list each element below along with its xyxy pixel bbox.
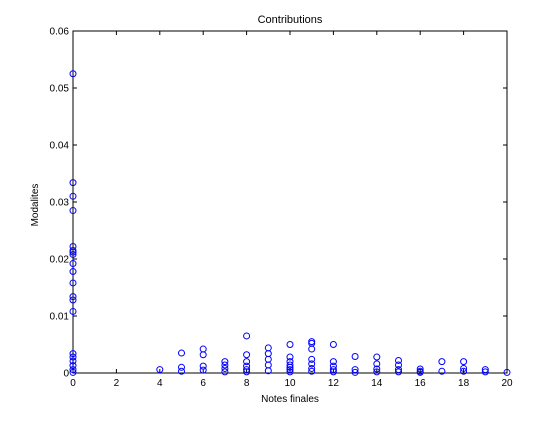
data-point [416,368,424,376]
data-point [286,363,294,371]
data-point [69,350,77,358]
x-tick-label: 20 [501,378,513,389]
data-point [243,368,251,376]
data-point [69,192,77,200]
data-point [329,366,337,374]
data-point [69,279,77,287]
x-tick-label: 10 [284,378,296,389]
data-point [156,366,164,374]
y-tick-label: 0.06 [50,27,70,38]
data-point [395,368,402,376]
data-point [69,296,77,304]
y-tick-label: 0.04 [50,141,70,152]
data-point [69,268,77,276]
data-points [69,70,511,376]
data-point [329,368,337,376]
data-point [329,358,337,366]
data-point [221,364,229,372]
x-tick-label: 2 [114,378,120,389]
x-tick-label: 14 [371,378,383,389]
data-point [395,361,402,369]
x-axis-label: Notes finales [261,394,319,405]
data-point [481,368,489,376]
data-point [438,358,446,366]
data-point [199,366,207,374]
data-point [351,366,359,374]
data-point [395,366,402,374]
data-point [243,351,251,359]
data-point [460,367,468,375]
data-point [221,361,229,369]
data-point [286,366,294,374]
data-point [351,368,359,376]
y-tick-label: 0.01 [50,312,70,323]
data-point [178,363,185,371]
data-point [503,368,511,376]
axes-box [72,30,508,374]
data-point [373,360,381,368]
y-axis-label: Modalites [30,184,41,227]
data-point [69,368,77,376]
data-point [221,358,229,366]
x-tick-label: 12 [328,378,340,389]
data-point [416,365,424,373]
data-point [69,207,77,215]
data-point [199,351,207,359]
data-point [373,353,381,361]
data-point [460,364,468,372]
x-tick-label: 6 [200,378,206,389]
data-point [395,356,402,364]
data-point [329,341,337,348]
data-point [178,367,185,375]
data-point [308,367,316,375]
y-tick-label: 0.03 [50,198,70,209]
data-point [308,355,316,363]
data-point [69,366,77,374]
data-point [243,358,251,366]
x-tick-label: 4 [157,378,163,389]
data-point [373,368,381,376]
y-tick-label: 0.05 [50,84,70,95]
data-point [69,250,77,258]
data-point [243,366,251,374]
data-point [243,332,251,340]
data-point [308,345,316,353]
data-point [286,353,294,361]
data-point [221,368,229,376]
data-point [481,366,489,374]
data-point [69,362,77,370]
data-point [69,260,77,268]
data-point [438,367,446,375]
x-tick-label: 16 [415,378,427,389]
data-point [69,70,77,78]
data-point [69,307,77,315]
y-tick-label: 0 [63,369,69,380]
data-point [69,293,77,301]
data-point [69,248,77,256]
data-point [460,358,468,366]
x-tick-label: 0 [70,378,76,389]
data-point [69,353,77,361]
x-tick-label: 8 [244,378,250,389]
data-point [286,341,294,348]
x-tick-label: 18 [458,378,470,389]
data-point [69,357,77,365]
data-point [286,368,294,376]
data-point [308,360,316,368]
data-point [351,352,359,360]
axis-tick-labels: 0 2 4 6 8 10 12 14 16 18 20 0 0.01 0.02 0.03 0.04 0.05 0.… [50,27,513,390]
data-point [286,361,294,369]
data-point [178,349,185,357]
data-point [264,367,272,375]
chart-title: Contributions [258,14,323,26]
data-point [199,362,207,370]
data-point [373,365,381,373]
data-point [69,179,77,187]
data-point [308,364,316,372]
y-tick-label: 0.02 [50,255,70,266]
